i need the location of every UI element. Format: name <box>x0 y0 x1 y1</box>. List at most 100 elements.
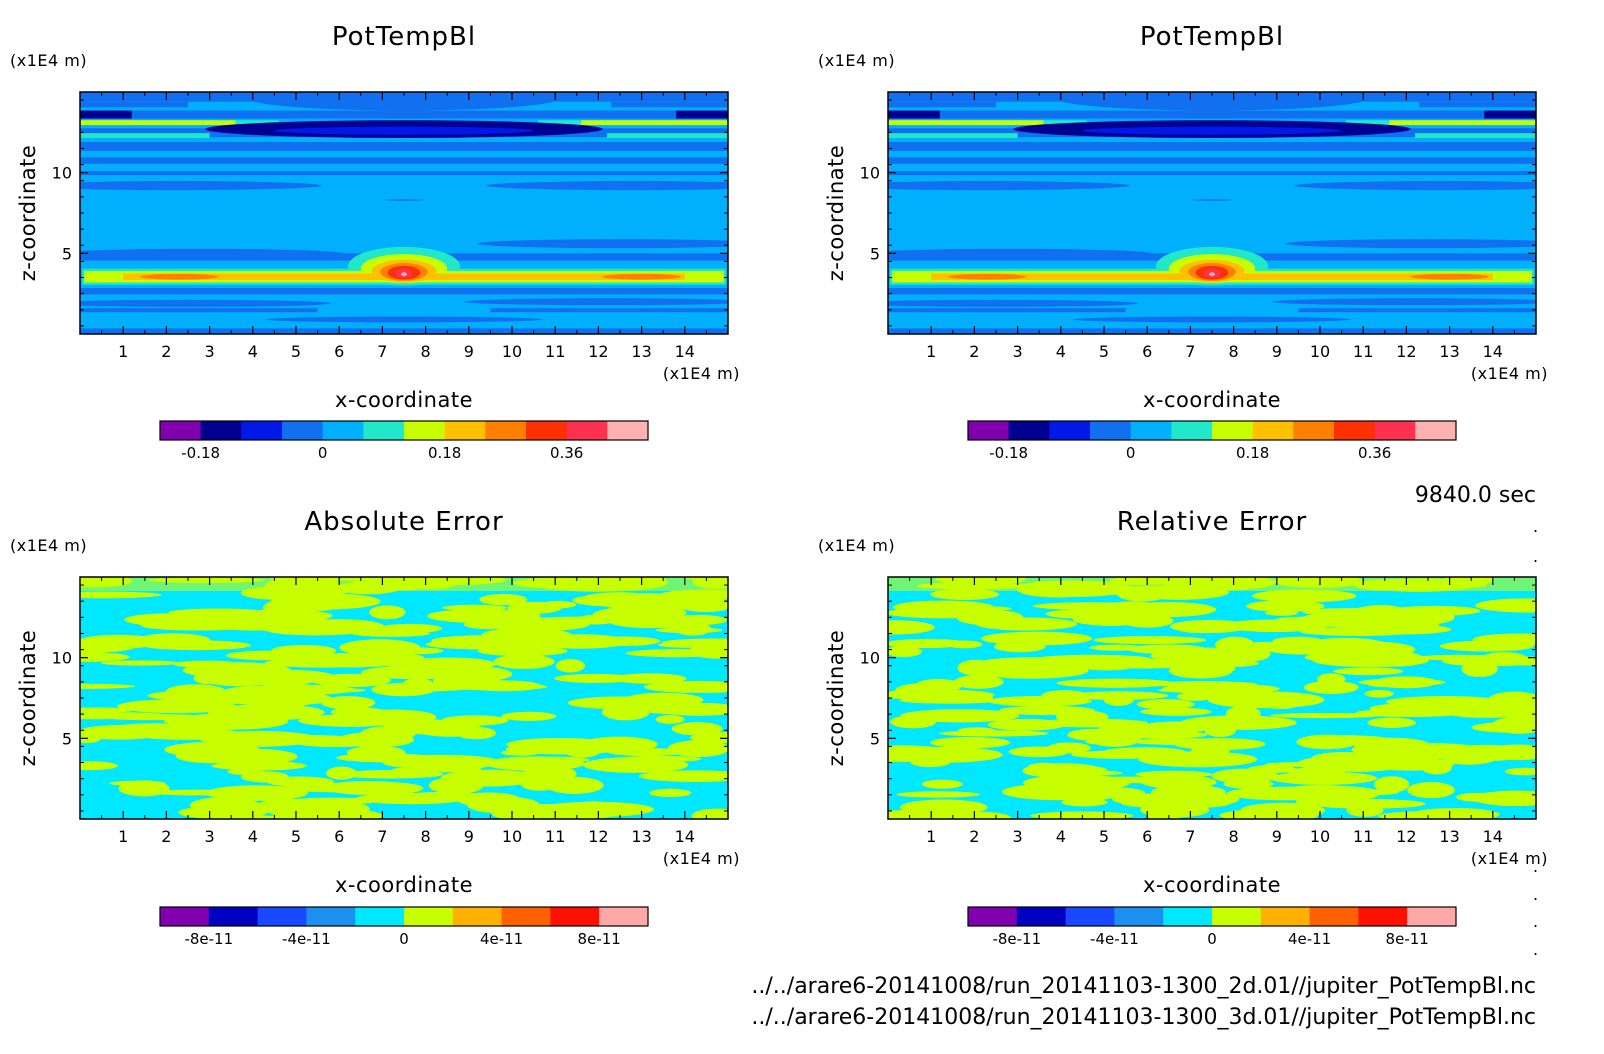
contour-blob <box>1056 787 1115 802</box>
x-tick-label: 3 <box>205 342 215 361</box>
contour-blob <box>1264 610 1299 616</box>
contour-blob <box>671 722 723 736</box>
y-unit-label: (x1E4 m) <box>10 536 87 555</box>
colorbar-swatch <box>1065 907 1115 926</box>
contour-blob <box>1175 622 1224 634</box>
contour-blob <box>545 776 604 794</box>
contour-blob <box>1070 750 1178 759</box>
contour-blob <box>667 740 728 758</box>
contour-blob <box>485 777 516 785</box>
contour-band <box>1389 120 1536 126</box>
x-tick-label: 2 <box>969 827 979 846</box>
contour-blob <box>1472 633 1536 646</box>
y-tick-label: 5 <box>62 244 72 263</box>
colorbar-swatch <box>404 421 446 440</box>
x-tick-label: 13 <box>631 827 651 846</box>
contour-blob <box>341 652 425 664</box>
contour-blob <box>691 808 728 819</box>
contour-band <box>888 577 1536 591</box>
contour-blob <box>555 659 586 673</box>
colorbar-tick-label: 4e-11 <box>480 930 523 948</box>
contour-blob <box>649 788 692 797</box>
contour-blob <box>637 618 677 628</box>
contour-blob <box>956 609 1024 626</box>
y-tick-label: 5 <box>870 729 880 748</box>
contour-blob <box>914 678 962 693</box>
contour-blob <box>602 273 681 280</box>
contour-blob <box>117 699 237 714</box>
contour-blob <box>592 607 667 624</box>
contour-blob <box>1032 602 1152 610</box>
colorbar-swatch <box>282 421 324 440</box>
contour-blob <box>637 703 710 714</box>
contour-blob <box>175 746 241 755</box>
x-tick-label: 1 <box>926 342 936 361</box>
contour-blob <box>80 652 130 662</box>
y-axis-label: z-coordinate <box>824 145 848 282</box>
y-tick-label: 10 <box>860 164 880 183</box>
colorbar-tick-label: 0.18 <box>428 444 461 462</box>
contour-blob <box>1248 765 1296 774</box>
contour-blob <box>1461 660 1498 678</box>
contour-blob <box>464 298 728 306</box>
contour-blob <box>900 709 1020 723</box>
contour-blob <box>477 239 728 249</box>
x-tick-label: 10 <box>1310 342 1330 361</box>
contour-blob <box>1389 605 1481 616</box>
colorbar-tick-label: 8e-11 <box>1386 930 1429 948</box>
contour-blob <box>674 621 712 636</box>
contour-blob <box>383 647 444 655</box>
x-tick-label: 4 <box>248 827 258 846</box>
y-unit-label: (x1E4 m) <box>818 51 895 70</box>
contour-blob <box>270 593 381 610</box>
contour-blob <box>1145 806 1183 819</box>
colorbar: -0.18 0 0.18 0.36 <box>159 420 649 462</box>
contour-band <box>611 101 728 108</box>
x-tick-label: 9 <box>464 827 474 846</box>
contour-blob <box>1285 239 1536 249</box>
colorbar-swatch <box>404 907 454 926</box>
chart-title: PotTempBl <box>332 22 476 52</box>
colorbar-swatch <box>306 907 356 926</box>
x-tick-label: 8 <box>1229 827 1239 846</box>
contour-blob <box>1441 749 1497 765</box>
contour-blob <box>330 707 386 718</box>
contour-blob <box>661 638 728 647</box>
contour-band <box>80 171 728 176</box>
contour-blob <box>1272 298 1536 306</box>
contour-blob <box>100 660 180 666</box>
colorbar-swatch <box>160 907 210 926</box>
contour-blob <box>336 753 434 763</box>
contour-blob <box>1421 761 1452 775</box>
chart-title: PotTempBl <box>1140 22 1284 52</box>
contour-band <box>888 157 1536 164</box>
contour-blob <box>1309 786 1380 802</box>
contour-blob <box>1481 652 1528 666</box>
x-tick-label: 14 <box>675 827 695 846</box>
contour-blob <box>638 770 728 782</box>
contour-blob <box>1130 738 1235 745</box>
x-tick-label: 14 <box>1483 827 1503 846</box>
contour-blob <box>486 181 728 191</box>
y-axis-label: z-coordinate <box>16 630 40 767</box>
y-tick-label: 5 <box>62 729 72 748</box>
contour-blob <box>1136 699 1195 710</box>
contour-blob <box>80 299 331 307</box>
colorbar-swatch <box>1049 421 1091 440</box>
contour-blob <box>248 92 560 111</box>
contour-blob <box>378 623 443 634</box>
annotations: 9840.0 sec . . . . . . ../../arare6-2014… <box>751 483 1538 1030</box>
colorbar-swatch <box>968 907 1018 926</box>
colorbar-swatch <box>1415 421 1457 440</box>
contour-blob <box>891 746 1003 763</box>
colorbar-swatch <box>1358 907 1408 926</box>
x-tick-label: 9 <box>1272 827 1282 846</box>
colorbar-tick-label: -0.18 <box>989 444 1028 462</box>
contour-blob <box>899 697 1001 704</box>
contour-blob <box>1356 624 1452 635</box>
x-tick-label: 7 <box>377 827 387 846</box>
colorbar-tick-label: -0.18 <box>181 444 220 462</box>
contour-band <box>676 110 728 119</box>
contour-blob <box>939 730 1049 737</box>
